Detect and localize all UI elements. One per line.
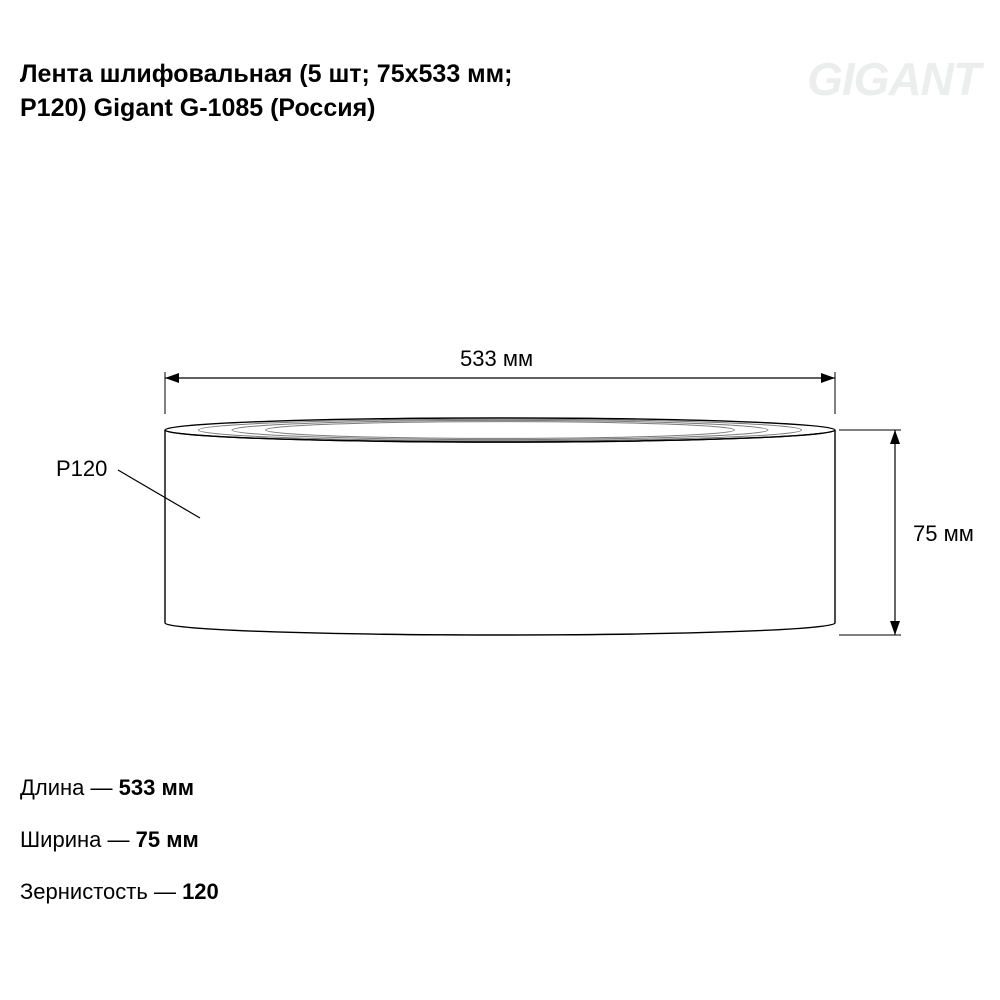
spec-row-length: Длина — 533 мм <box>20 775 219 801</box>
spec-row-grit: Зернистость — 120 <box>20 879 219 905</box>
dash-separator: — <box>108 827 136 852</box>
spec-label: Зернистость <box>20 879 148 904</box>
spec-value: 75 мм <box>136 827 199 852</box>
grit-label: P120 <box>56 456 107 482</box>
spec-value: 533 мм <box>119 775 194 800</box>
spec-row-width: Ширина — 75 мм <box>20 827 219 853</box>
spec-label: Ширина <box>20 827 101 852</box>
dash-separator: — <box>154 879 182 904</box>
height-dimension-label: 75 мм <box>913 521 974 547</box>
dash-separator: — <box>91 775 119 800</box>
width-dimension-label: 533 мм <box>460 346 533 372</box>
spec-value: 120 <box>182 879 219 904</box>
spec-list: Длина — 533 мм Ширина — 75 мм Зернистост… <box>20 775 219 931</box>
spec-label: Длина <box>20 775 84 800</box>
